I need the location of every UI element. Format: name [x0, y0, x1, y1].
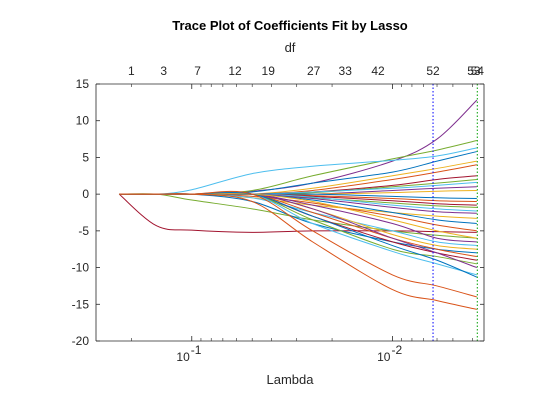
coefficient-trace-35 [119, 193, 477, 310]
df-tick-label: 3 [160, 64, 167, 78]
x-tick-label-base: 10 [176, 350, 190, 364]
chart-title: Trace Plot of Coefficients Fit by Lasso [172, 18, 408, 33]
y-tick-label: 10 [76, 114, 90, 128]
df-tick-label: 53 [467, 64, 481, 78]
df-tick-label: 1 [128, 64, 135, 78]
y-tick-label: -10 [72, 261, 90, 275]
x-tick-label-base: 10 [377, 350, 391, 364]
df-tick-label: 42 [371, 64, 385, 78]
top-axis-label: df [285, 40, 296, 55]
df-tick-label: 27 [307, 64, 321, 78]
x-tick-label-exponent: -2 [391, 343, 402, 357]
df-tick-label: 7 [194, 64, 201, 78]
y-tick-label: 0 [82, 187, 89, 201]
y-tick-label: 5 [82, 150, 89, 164]
y-tick-label: -5 [78, 224, 89, 238]
y-tick-label: -20 [72, 334, 90, 348]
df-tick-label: 52 [426, 64, 440, 78]
df-tick-label: 19 [262, 64, 276, 78]
df-tick-label: 33 [339, 64, 353, 78]
df-tick-label: 54 [471, 64, 485, 78]
df-tick-label: 12 [228, 64, 242, 78]
x-tick-label-exponent: -1 [191, 343, 202, 357]
y-tick-label: 15 [76, 77, 90, 91]
x-axis-label: Lambda [267, 372, 315, 387]
y-tick-label: -15 [72, 297, 90, 311]
